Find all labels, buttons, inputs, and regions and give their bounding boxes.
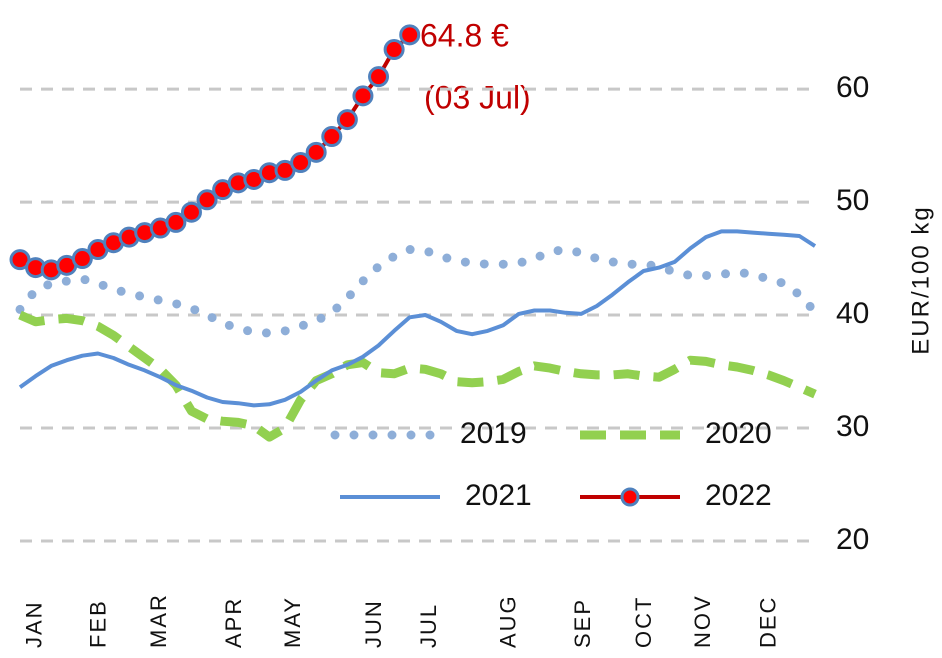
data-point: [196, 189, 218, 211]
x-tick-label: DEC: [756, 596, 781, 648]
data-point: [321, 126, 343, 148]
annotation-value: 64.8 €: [420, 17, 509, 53]
y-tick-label: 30: [836, 410, 869, 443]
x-tick-label: OCT: [631, 596, 656, 648]
legend-marker: [620, 487, 640, 507]
y-tick-label: 50: [836, 184, 869, 217]
legend-label: 2019: [460, 417, 527, 450]
annotation-date: (03 Jul): [424, 79, 531, 115]
data-point: [399, 24, 421, 46]
x-tick-label: JUN: [361, 599, 386, 648]
data-point: [305, 141, 327, 163]
x-tick-label: MAR: [146, 593, 171, 648]
data-point: [71, 248, 93, 270]
x-tick-label: APR: [221, 597, 246, 648]
data-point: [336, 109, 358, 131]
y-tick-label: 40: [836, 297, 869, 330]
series-line: [15, 245, 820, 338]
legend-label: 2022: [705, 479, 772, 512]
legend-label: 2020: [705, 417, 772, 450]
data-point: [352, 85, 374, 107]
x-tick-label: NOV: [690, 594, 715, 648]
data-point: [383, 39, 405, 61]
x-tick-label: FEB: [85, 599, 110, 648]
data-point: [290, 152, 312, 174]
series-line: [18, 310, 817, 442]
x-tick-label: MAY: [280, 596, 305, 648]
y-tick-label: 60: [836, 71, 869, 104]
x-tick-label: AUG: [495, 594, 520, 648]
series-line: [18, 229, 817, 408]
legend-label: 2021: [465, 479, 532, 512]
series-line: [19, 33, 412, 272]
y-tick-label: 20: [836, 523, 869, 556]
data-point: [180, 201, 202, 223]
data-point: [368, 66, 390, 88]
x-tick-label: JUL: [416, 603, 441, 648]
x-tick-label: JAN: [21, 600, 46, 648]
data-point: [165, 211, 187, 233]
y-axis-label: EUR/100 kg: [907, 205, 934, 354]
x-tick-label: SEP: [570, 598, 595, 648]
